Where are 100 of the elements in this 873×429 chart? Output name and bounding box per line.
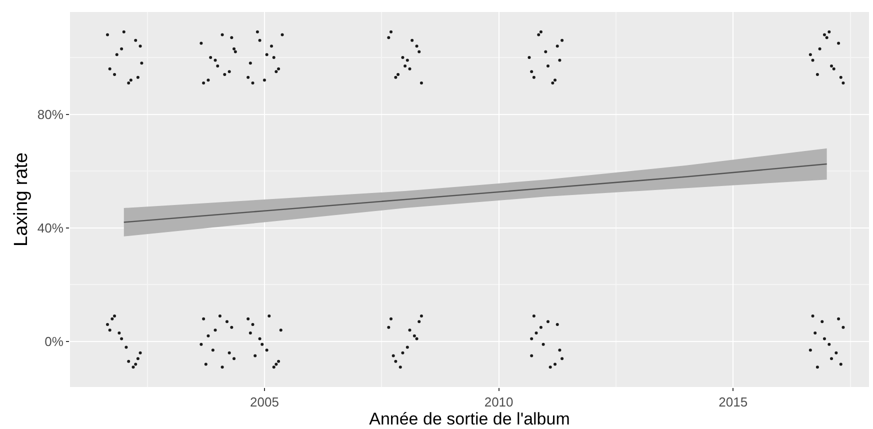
- point: [120, 337, 124, 340]
- point: [548, 366, 552, 369]
- point: [837, 317, 840, 320]
- point: [211, 348, 214, 352]
- point: [530, 70, 534, 74]
- y-axis-title: Laxing rate: [11, 152, 32, 247]
- point: [406, 58, 409, 62]
- point: [127, 82, 130, 85]
- point: [532, 76, 536, 79]
- point: [828, 342, 831, 346]
- point: [228, 351, 231, 354]
- point: [118, 332, 121, 335]
- point: [811, 314, 814, 318]
- point: [272, 366, 276, 369]
- point: [404, 64, 407, 68]
- point: [558, 58, 562, 62]
- point: [120, 47, 124, 50]
- point: [258, 38, 262, 42]
- point: [539, 30, 542, 34]
- point: [418, 320, 421, 324]
- point: [204, 362, 208, 366]
- y-tick-label: 0%: [44, 334, 64, 350]
- point: [234, 50, 237, 54]
- point: [558, 348, 562, 352]
- point: [225, 320, 228, 324]
- point: [200, 342, 203, 346]
- point: [206, 78, 210, 82]
- x-tick-label: 2015: [718, 394, 748, 410]
- point: [546, 320, 550, 324]
- point: [134, 38, 138, 42]
- point: [230, 36, 234, 40]
- point: [216, 64, 220, 68]
- point: [138, 351, 142, 354]
- point: [265, 53, 268, 56]
- point: [277, 67, 280, 70]
- point: [822, 337, 826, 340]
- point: [274, 70, 278, 74]
- x-tick-label: 2005: [250, 394, 279, 410]
- point: [546, 64, 550, 68]
- point: [415, 337, 418, 340]
- point: [106, 33, 109, 36]
- point: [220, 33, 224, 36]
- point: [268, 314, 271, 318]
- point: [822, 33, 826, 36]
- point: [132, 366, 135, 369]
- point: [140, 62, 144, 65]
- point: [392, 354, 395, 358]
- point: [401, 351, 404, 354]
- point: [124, 346, 128, 349]
- point: [248, 332, 252, 335]
- point: [258, 337, 262, 340]
- point: [830, 64, 834, 68]
- point: [832, 67, 836, 70]
- point: [251, 323, 254, 326]
- point: [528, 56, 531, 59]
- point: [412, 334, 416, 338]
- point: [272, 56, 276, 59]
- point: [127, 360, 130, 363]
- point: [828, 30, 831, 34]
- point: [113, 314, 116, 318]
- point: [254, 354, 257, 358]
- point: [556, 44, 559, 48]
- point: [206, 334, 210, 338]
- point: [816, 73, 819, 76]
- point: [262, 78, 266, 82]
- point: [398, 366, 402, 369]
- point: [530, 354, 534, 358]
- point: [220, 366, 224, 369]
- point: [537, 33, 540, 36]
- point: [136, 357, 140, 360]
- point: [251, 82, 254, 85]
- point: [113, 73, 116, 76]
- line-series: [123, 163, 828, 223]
- point: [265, 348, 268, 352]
- point: [129, 78, 132, 82]
- point: [820, 320, 824, 324]
- point: [106, 323, 109, 326]
- point: [394, 76, 398, 79]
- point: [277, 360, 280, 363]
- point: [115, 53, 118, 56]
- point: [408, 328, 412, 332]
- point: [830, 357, 834, 360]
- point: [816, 366, 819, 369]
- point: [408, 67, 412, 70]
- y-tick-label: 40%: [37, 220, 64, 236]
- point: [418, 50, 421, 54]
- point: [248, 62, 252, 65]
- point: [560, 38, 564, 42]
- y-tick-label: 80%: [37, 106, 64, 122]
- point: [808, 348, 812, 352]
- point: [410, 38, 414, 42]
- point: [387, 36, 390, 40]
- point: [274, 362, 278, 366]
- point: [551, 82, 554, 85]
- point: [811, 58, 814, 62]
- point: [530, 337, 534, 340]
- point: [134, 362, 138, 366]
- point: [839, 362, 842, 366]
- point: [108, 67, 112, 70]
- point: [839, 76, 842, 79]
